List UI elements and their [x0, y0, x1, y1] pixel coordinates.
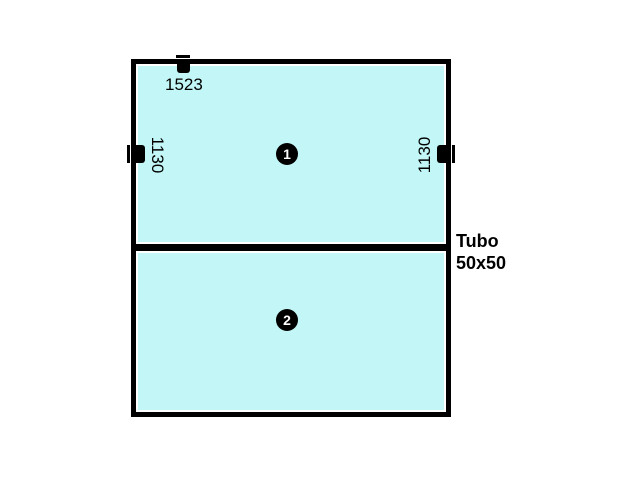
hinge-icon — [437, 145, 451, 163]
profile-note: Tubo 50x50 — [456, 230, 506, 274]
pane-number-badge-2: 2 — [276, 309, 298, 331]
dimension-top-label: 1523 — [165, 75, 203, 94]
hinge-icon — [176, 55, 190, 58]
hinge-icon — [452, 145, 455, 163]
hinge-icon — [177, 59, 190, 73]
hinge-icon — [131, 145, 145, 163]
profile-note-line-1: Tubo — [456, 231, 499, 251]
pane-number-badge-1: 1 — [276, 143, 298, 165]
hinge-icon — [127, 145, 130, 163]
dimension-left-label: 1130 — [148, 136, 167, 174]
glass-pane-2[interactable] — [136, 251, 446, 412]
window-frame — [131, 59, 451, 417]
dimension-right-label: 1130 — [415, 136, 434, 174]
profile-note-line-2: 50x50 — [456, 253, 507, 273]
